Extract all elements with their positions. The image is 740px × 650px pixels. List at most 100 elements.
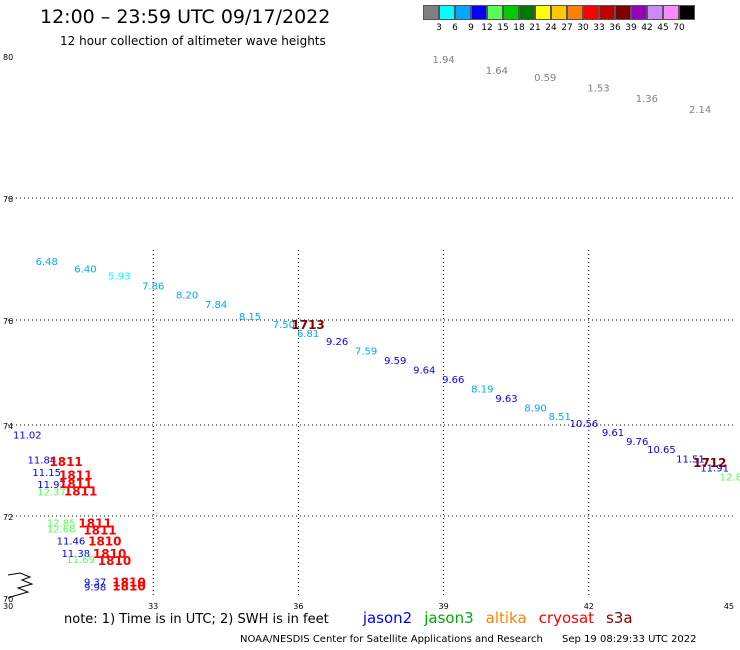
wave-height-observations: 1.941.640.591.531.362.1426.486.405.937.8… (13, 55, 740, 594)
colorbar-label: 18 (513, 23, 525, 33)
wave-height-label: 9.59 (384, 356, 406, 367)
pass-time-labels: 1713171218111811181118111811181118101810… (49, 318, 726, 594)
footer-credit: NOAA/NESDIS Center for Satellite Applica… (240, 634, 543, 645)
pass-time-label: 1811 (78, 516, 111, 530)
latitude-label: 76 (3, 317, 13, 326)
pass-time-label: 1810 (112, 580, 145, 594)
colorbar-swatch (439, 5, 455, 20)
colorbar-label: 6 (452, 23, 458, 33)
colorbar-label: 21 (529, 23, 541, 33)
latitude-label: 72 (3, 513, 13, 522)
colorbar-label: 39 (625, 23, 637, 33)
colorbar-swatch (551, 5, 567, 20)
wave-height-label: 11.15 (32, 468, 61, 479)
wave-height-label: 9.66 (442, 375, 464, 386)
wave-height-label: 5.93 (108, 272, 130, 283)
legend-satellite-jason2: jason2 (362, 609, 413, 627)
wave-height-label: 0.59 (534, 73, 556, 84)
legend-satellite-jason3: jason3 (424, 609, 474, 627)
colorbar-swatch (535, 5, 551, 20)
colorbar-swatch (519, 5, 535, 20)
pass-time-label: 1810 (98, 554, 131, 568)
colorbar-label: 27 (561, 23, 573, 33)
wave-height-label: 10.56 (570, 419, 599, 430)
wave-height-label: 8.15 (239, 312, 261, 323)
legend-satellite-cryosat: cryosat (538, 609, 595, 627)
wave-height-label: 12.68 (47, 524, 76, 535)
wave-height-label: 6.40 (74, 264, 96, 275)
pass-time-label: 1810 (88, 535, 121, 549)
wave-height-label: 11.91 (700, 463, 729, 474)
footer-timestamp: Sep 19 08:29:33 UTC 2022 (562, 634, 697, 645)
legend-satellites: jason2 jason3 altika cryosat s3a (362, 609, 645, 627)
footer: NOAA/NESDIS Center for Satellite Applica… (240, 634, 697, 645)
colorbar-label: 12 (481, 23, 493, 33)
longitude-label: 42 (584, 602, 594, 611)
wave-height-label: 9.76 (626, 437, 648, 448)
colorbar-label: 24 (545, 23, 557, 33)
wave-height-label: 9.26 (326, 337, 348, 348)
wave-height-label: 11.97 (37, 480, 66, 491)
wave-height-label: 2.14 (689, 105, 711, 116)
wave-height-label: 9.63 (495, 394, 517, 405)
wave-height-label: 1.53 (587, 84, 609, 95)
pass-time-label: 1811 (64, 485, 97, 499)
pass-time-label: 1811 (49, 455, 82, 469)
pass-time-label: 1811 (59, 469, 92, 483)
graticule (8, 197, 734, 598)
wave-height-label: 12.84 (720, 473, 740, 484)
colorbar-swatch (583, 5, 599, 20)
colorbar-label: 45 (657, 23, 669, 33)
longitude-label: 39 (439, 602, 449, 611)
colorbar-swatch (471, 5, 487, 20)
colorbar-swatch (487, 5, 503, 20)
colorbar-label: 3 (436, 23, 442, 33)
wave-height-label: 11.38 (61, 549, 90, 560)
colorbar-swatch (503, 5, 519, 20)
wave-height-label: 8.20 (176, 291, 198, 302)
map-subtitle: 12 hour collection of altimeter wave hei… (60, 34, 326, 48)
colorbar-label: 33 (593, 23, 605, 33)
wave-height-label: 6.81 (297, 329, 319, 340)
wave-height-label: 12.37 (37, 488, 66, 499)
wave-height-label: 9.37 (84, 578, 106, 589)
colorbar-swatch (679, 5, 695, 20)
colorbar-label: 15 (497, 23, 509, 33)
colorbar-label: 70 (673, 23, 685, 33)
wave-height-label: 8.90 (524, 403, 546, 414)
wave-height-label: 9.64 (413, 366, 435, 377)
pass-time-label: 1810 (93, 547, 126, 561)
colorbar-swatch (615, 5, 631, 20)
wave-height-label: 8.51 (549, 412, 571, 423)
map-title: 12:00 – 23:59 UTC 09/17/2022 (40, 6, 331, 28)
wave-height-label: 1.64 (486, 66, 508, 77)
colorbar-swatch (663, 5, 679, 20)
colorbar-label: 36 (609, 23, 621, 33)
wave-height-label: 7.59 (355, 347, 377, 358)
longitude-label: 45 (724, 602, 734, 611)
latitude-label: 78 (3, 195, 13, 204)
pass-time-label: 1712 (693, 456, 726, 470)
pass-time-label: 1713 (291, 318, 324, 332)
wave-height-label: 11.51 (676, 454, 705, 465)
wave-height-label: 10.65 (647, 445, 676, 456)
pass-time-label: 1811 (59, 477, 92, 491)
latitude-label: 74 (3, 422, 13, 431)
colorbar-swatch (423, 5, 439, 20)
colorbar-swatch (647, 5, 663, 20)
wave-height-label: 11.69 (66, 555, 95, 566)
pass-time-label: 1810 (112, 576, 145, 590)
latitude-label: 80 (3, 53, 13, 62)
colorbar-swatch (599, 5, 615, 20)
colorbar-swatch (567, 5, 583, 20)
wave-height-label: 1.94 (432, 55, 454, 66)
latitude-label: 70 (3, 595, 13, 604)
wave-height-label: 8.19 (471, 384, 493, 395)
longitude-label: 36 (293, 602, 303, 611)
wave-height-label: 6.48 (36, 257, 58, 268)
colorbar-label: 9 (468, 23, 474, 33)
satellite-legend: note: 1) Time is in UTC; 2) SWH is in fe… (64, 609, 645, 627)
wave-height-label: 11.84 (28, 456, 57, 467)
